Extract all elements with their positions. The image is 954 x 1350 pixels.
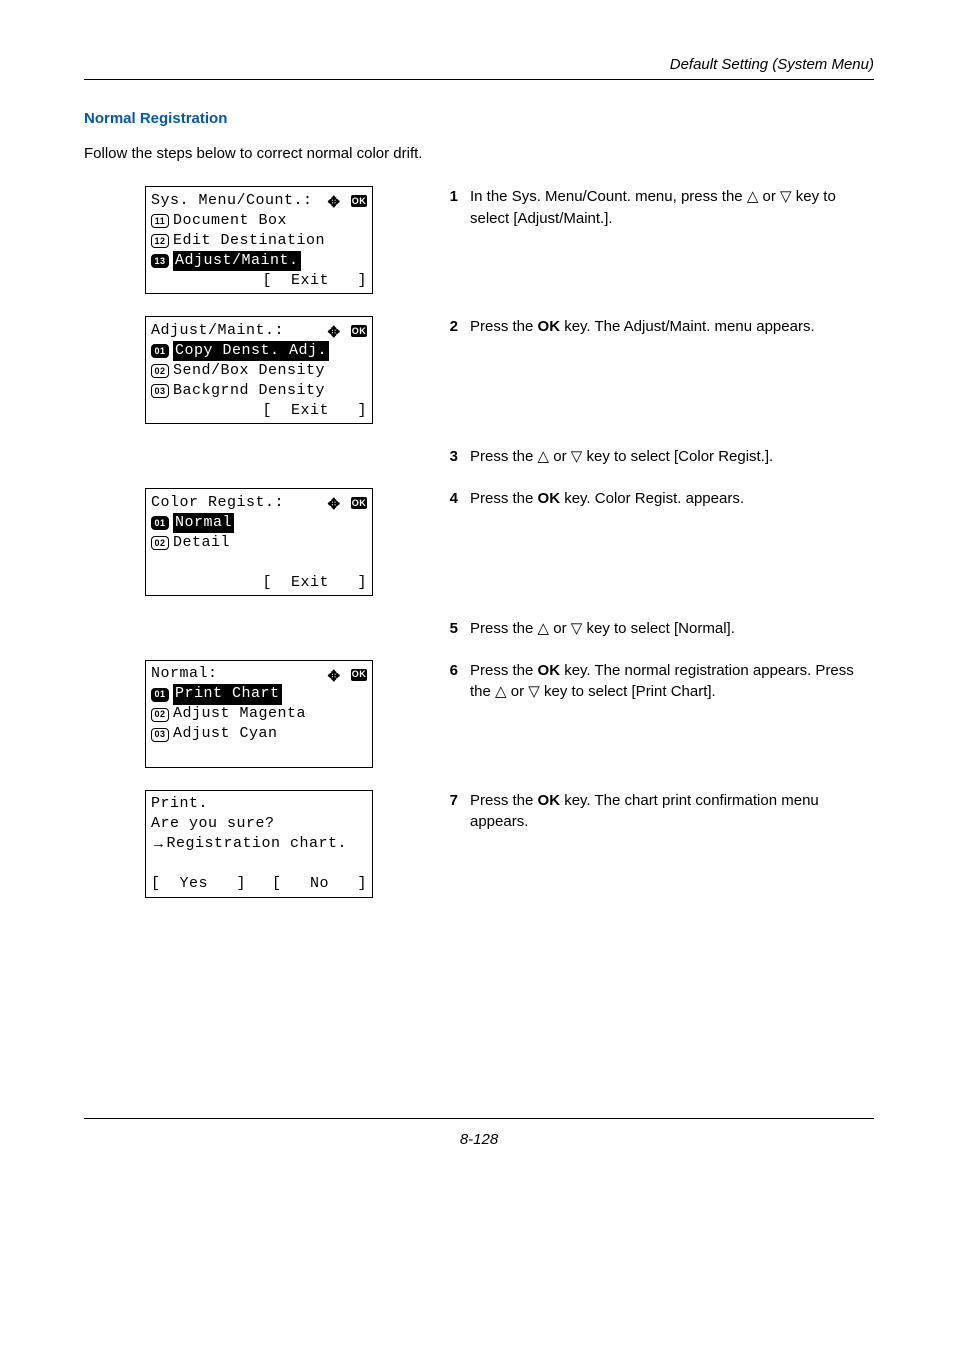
- item-num: 11: [151, 214, 169, 228]
- row-2: Adjust/Maint.: OK 01 Copy Denst. Adj. 02 S…: [84, 316, 874, 424]
- lcd-screen-color-regist: Color Regist.: OK 01 Normal 02 Detail [ Ex…: [145, 488, 373, 596]
- ok-badge: OK: [351, 325, 367, 337]
- lcd-item: Adjust Cyan: [173, 724, 278, 744]
- item-num: 12: [151, 234, 169, 248]
- page-footer: 8-128: [84, 1118, 874, 1148]
- step-number: 7: [442, 790, 470, 834]
- row-5: 5 Press the △ or ▽ key to select [Normal…: [84, 618, 874, 654]
- ok-badge: OK: [351, 669, 367, 681]
- down-triangle-icon: ▽: [571, 446, 583, 468]
- step-5: 5 Press the △ or ▽ key to select [Normal…: [442, 618, 874, 640]
- header-rule: [84, 79, 874, 80]
- section-title: Normal Registration: [84, 110, 874, 127]
- item-num: 02: [151, 708, 169, 722]
- step-2: 2 Press the OK key. The Adjust/Maint. me…: [442, 316, 874, 338]
- page: Default Setting (System Menu) Normal Reg…: [0, 0, 954, 1188]
- step-number: 1: [442, 186, 470, 230]
- soft-key-exit: [ Exit ]: [262, 573, 367, 593]
- step-6: 6 Press the OK key. The normal registrat…: [442, 660, 874, 704]
- up-triangle-icon: △: [495, 681, 507, 703]
- item-num: 03: [151, 728, 169, 742]
- page-header: Default Setting (System Menu): [84, 56, 874, 73]
- up-triangle-icon: △: [538, 618, 550, 640]
- lcd-item-selected: Adjust/Maint.: [173, 251, 301, 271]
- soft-key-no: [ No ]: [272, 874, 367, 894]
- nav-icon: [327, 496, 341, 510]
- lcd-item-selected: Normal: [173, 513, 234, 533]
- item-num: 01: [151, 344, 169, 358]
- lcd-title: Sys. Menu/Count.:: [151, 191, 313, 211]
- lcd-screen-adjust-maint: Adjust/Maint.: OK 01 Copy Denst. Adj. 02 S…: [145, 316, 373, 424]
- step-number: 6: [442, 660, 470, 704]
- row-7: Print. Are you sure? →Registration chart…: [84, 790, 874, 898]
- lcd-item-selected: Copy Denst. Adj.: [173, 341, 329, 361]
- up-triangle-icon: △: [747, 186, 759, 208]
- step-text: Press the △ or ▽ key to select [Normal].: [470, 618, 874, 640]
- soft-key-exit: [ Exit ]: [262, 401, 367, 421]
- lcd-title: Normal:: [151, 664, 218, 684]
- row-1: Sys. Menu/Count.: OK 11 Document Box 12 Ed…: [84, 186, 874, 294]
- step-4: 4 Press the OK key. Color Regist. appear…: [442, 488, 874, 510]
- lcd-item: Send/Box Density: [173, 361, 325, 381]
- step-text: In the Sys. Menu/Count. menu, press the …: [470, 186, 874, 230]
- step-3: 3 Press the △ or ▽ key to select [Color …: [442, 446, 874, 468]
- nav-icon: [327, 668, 341, 682]
- step-number: 3: [442, 446, 470, 468]
- lcd-screen-sys-menu: Sys. Menu/Count.: OK 11 Document Box 12 Ed…: [145, 186, 373, 294]
- lcd-title: Color Regist.:: [151, 493, 284, 513]
- item-num: 01: [151, 516, 169, 530]
- lcd-line: Print.: [151, 794, 208, 814]
- lcd-item: Document Box: [173, 211, 287, 231]
- arrow-right-icon: →: [151, 834, 167, 854]
- item-num: 01: [151, 688, 169, 702]
- step-number: 2: [442, 316, 470, 338]
- nav-icon: [327, 194, 341, 208]
- ok-badge: OK: [351, 195, 367, 207]
- row-3: 3 Press the △ or ▽ key to select [Color …: [84, 446, 874, 482]
- lcd-item: Adjust Magenta: [173, 704, 306, 724]
- lcd-line: Are you sure?: [151, 814, 275, 834]
- intro-text: Follow the steps below to correct normal…: [84, 145, 874, 162]
- lcd-item: Backgrnd Density: [173, 381, 325, 401]
- lcd-line: Registration chart.: [167, 834, 348, 854]
- nav-icon: [327, 324, 341, 338]
- lcd-screen-normal: Normal: OK 01 Print Chart 02 Adjust Magent…: [145, 660, 373, 768]
- step-text: Press the OK key. The normal registratio…: [470, 660, 874, 704]
- lcd-item: Edit Destination: [173, 231, 325, 251]
- step-7: 7 Press the OK key. The chart print conf…: [442, 790, 874, 834]
- down-triangle-icon: ▽: [780, 186, 792, 208]
- item-num: 03: [151, 384, 169, 398]
- lcd-title: Adjust/Maint.:: [151, 321, 284, 341]
- row-4: Color Regist.: OK 01 Normal 02 Detail [ Ex…: [84, 488, 874, 596]
- down-triangle-icon: ▽: [528, 681, 540, 703]
- lcd-screen-print-confirm: Print. Are you sure? →Registration chart…: [145, 790, 373, 898]
- item-num: 02: [151, 536, 169, 550]
- soft-key-exit: [ Exit ]: [262, 271, 367, 291]
- item-num: 13: [151, 254, 169, 268]
- down-triangle-icon: ▽: [571, 618, 583, 640]
- step-text: Press the OK key. The chart print confir…: [470, 790, 874, 834]
- up-triangle-icon: △: [538, 446, 550, 468]
- row-6: Normal: OK 01 Print Chart 02 Adjust Magent…: [84, 660, 874, 768]
- step-text: Press the △ or ▽ key to select [Color Re…: [470, 446, 874, 468]
- step-number: 5: [442, 618, 470, 640]
- step-text: Press the OK key. The Adjust/Maint. menu…: [470, 316, 874, 338]
- step-number: 4: [442, 488, 470, 510]
- item-num: 02: [151, 364, 169, 378]
- step-text: Press the OK key. Color Regist. appears.: [470, 488, 874, 510]
- step-1: 1 In the Sys. Menu/Count. menu, press th…: [442, 186, 874, 230]
- lcd-item: Detail: [173, 533, 230, 553]
- ok-badge: OK: [351, 497, 367, 509]
- lcd-item-selected: Print Chart: [173, 684, 282, 704]
- soft-key-yes: [ Yes ]: [151, 874, 246, 894]
